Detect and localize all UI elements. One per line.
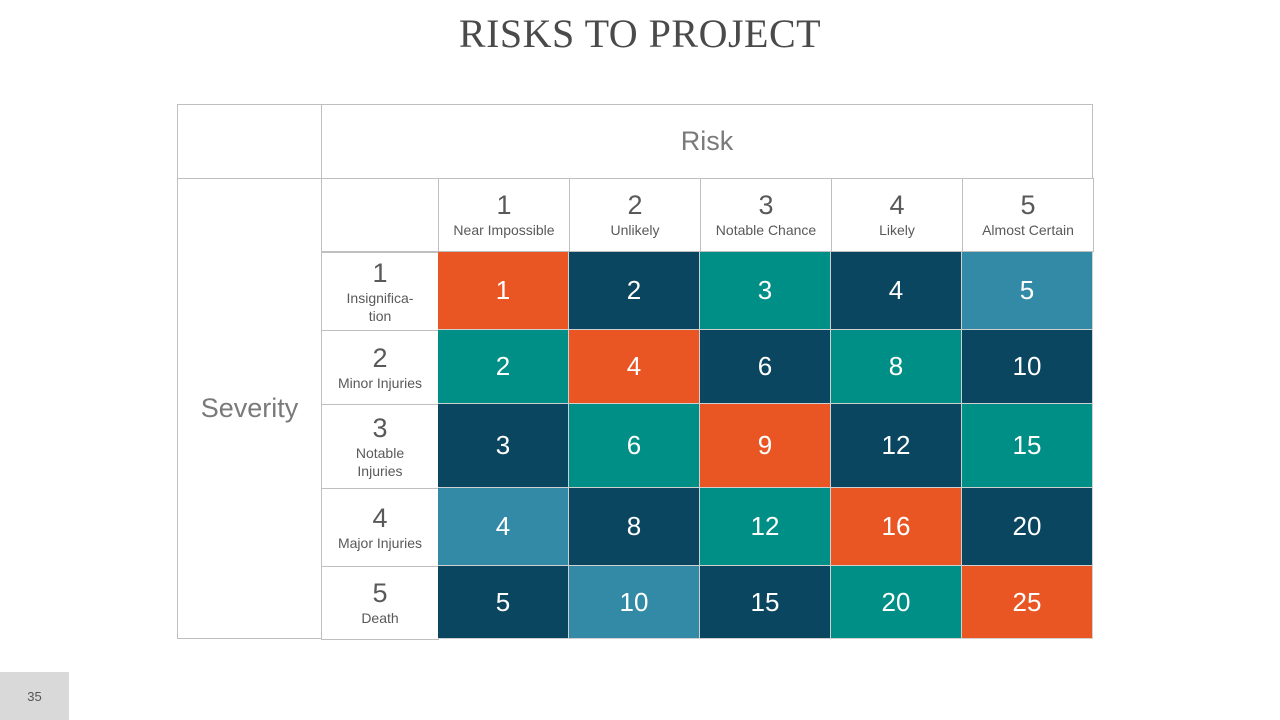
risk-score-cell: 5: [962, 252, 1093, 330]
risk-score-cell: 4: [438, 488, 569, 566]
risk-score-cell: 10: [569, 566, 700, 639]
risk-score-cell: 25: [962, 566, 1093, 639]
risk-score-value: 12: [881, 430, 911, 460]
risk-level-header: 5 Almost Certain: [962, 178, 1094, 252]
severity-level-name: Insignifica- tion: [346, 289, 414, 324]
risk-score-cell: 3: [700, 252, 831, 330]
risk-score-value: 20: [881, 586, 911, 617]
risk-level-header: 2 Unlikely: [569, 178, 701, 252]
risk-level-name: Notable Chance: [715, 222, 817, 238]
risk-level-number: 2: [627, 190, 643, 220]
risk-score-value: 5: [1019, 275, 1035, 305]
risk-level-name: Near Impossible: [453, 222, 555, 238]
risk-score-cell: 4: [831, 252, 962, 330]
blank-header-cell: [321, 178, 439, 252]
risk-score-cell: 15: [962, 404, 1093, 488]
risk-score-value: 3: [757, 275, 773, 305]
risk-score-value: 4: [626, 351, 642, 381]
risk-score-value: 8: [888, 351, 904, 381]
risk-header: Risk: [321, 104, 1093, 179]
risk-score-cell: 16: [831, 488, 962, 566]
risk-score-value: 2: [626, 275, 642, 305]
risk-score-cell: 10: [962, 330, 1093, 404]
risk-score-cell: 2: [569, 252, 700, 330]
risk-score-value: 4: [495, 511, 511, 541]
severity-level-header: 4 Major Injuries: [321, 488, 439, 567]
risk-score-cell: 20: [962, 488, 1093, 566]
risk-score-value: 15: [750, 586, 780, 617]
risk-level-number: 1: [496, 190, 512, 220]
severity-level-number: 3: [372, 412, 388, 443]
risk-score-value: 8: [626, 511, 642, 541]
risk-level-name: Unlikely: [610, 222, 660, 238]
risk-score-value: 6: [757, 351, 773, 381]
risk-score-value: 20: [1012, 511, 1042, 541]
severity-level-name: Major Injuries: [337, 534, 423, 551]
severity-level-number: 2: [372, 342, 388, 373]
risk-score-cell: 4: [569, 330, 700, 404]
risk-score-value: 10: [1012, 351, 1042, 381]
severity-level-header: 5 Death: [321, 566, 439, 640]
risk-score-cell: 20: [831, 566, 962, 639]
risk-score-cell: 6: [700, 330, 831, 404]
severity-label: Severity: [200, 393, 299, 423]
risk-score-value: 3: [495, 430, 511, 460]
corner-cell: [177, 104, 322, 179]
risk-level-header: 1 Near Impossible: [438, 178, 570, 252]
severity-level-number: 4: [372, 502, 388, 533]
risk-score-value: 15: [1012, 430, 1042, 460]
risk-score-cell: 12: [831, 404, 962, 488]
risk-level-number: 3: [758, 190, 774, 220]
risk-score-cell: 15: [700, 566, 831, 639]
risk-score-cell: 9: [700, 404, 831, 488]
risk-score-value: 2: [495, 351, 511, 381]
severity-level-header: 1 Insignifica- tion: [321, 252, 439, 331]
risk-score-value: 10: [619, 586, 649, 617]
risk-level-header: 4 Likely: [831, 178, 963, 252]
risk-label: Risk: [680, 126, 734, 156]
risk-score-value: 1: [495, 275, 511, 305]
risk-score-cell: 6: [569, 404, 700, 488]
severity-level-header: 2 Minor Injuries: [321, 330, 439, 405]
risk-score-value: 5: [495, 586, 511, 617]
severity-level-header: 3 Notable Injuries: [321, 404, 439, 489]
risk-score-value: 4: [888, 275, 904, 305]
severity-level-name: Notable Injuries: [355, 444, 405, 479]
risk-level-number: 4: [889, 190, 905, 220]
risk-score-value: 16: [881, 511, 911, 541]
risk-score-cell: 3: [438, 404, 569, 488]
page-title: RISKS TO PROJECT: [458, 11, 822, 56]
risk-score-cell: 1: [438, 252, 569, 330]
severity-level-number: 5: [372, 578, 388, 608]
risk-level-name: Likely: [879, 222, 915, 238]
risk-score-value: 12: [750, 511, 780, 541]
severity-level-name: Minor Injuries: [337, 374, 423, 391]
risk-level-header: 3 Notable Chance: [700, 178, 832, 252]
risk-level-number: 5: [1020, 190, 1036, 220]
risk-score-cell: 8: [569, 488, 700, 566]
severity-header: Severity: [177, 178, 322, 639]
severity-level-number: 1: [372, 257, 388, 288]
risk-score-cell: 2: [438, 330, 569, 404]
risk-level-name: Almost Certain: [982, 222, 1074, 238]
risk-score-value: 9: [757, 430, 773, 460]
severity-level-name: Death: [361, 610, 399, 626]
risk-score-cell: 5: [438, 566, 569, 639]
risk-score-value: 25: [1012, 586, 1042, 617]
page-number: 35: [0, 672, 69, 720]
risk-score-cell: 12: [700, 488, 831, 566]
risk-score-cell: 8: [831, 330, 962, 404]
risk-score-value: 6: [626, 430, 642, 460]
